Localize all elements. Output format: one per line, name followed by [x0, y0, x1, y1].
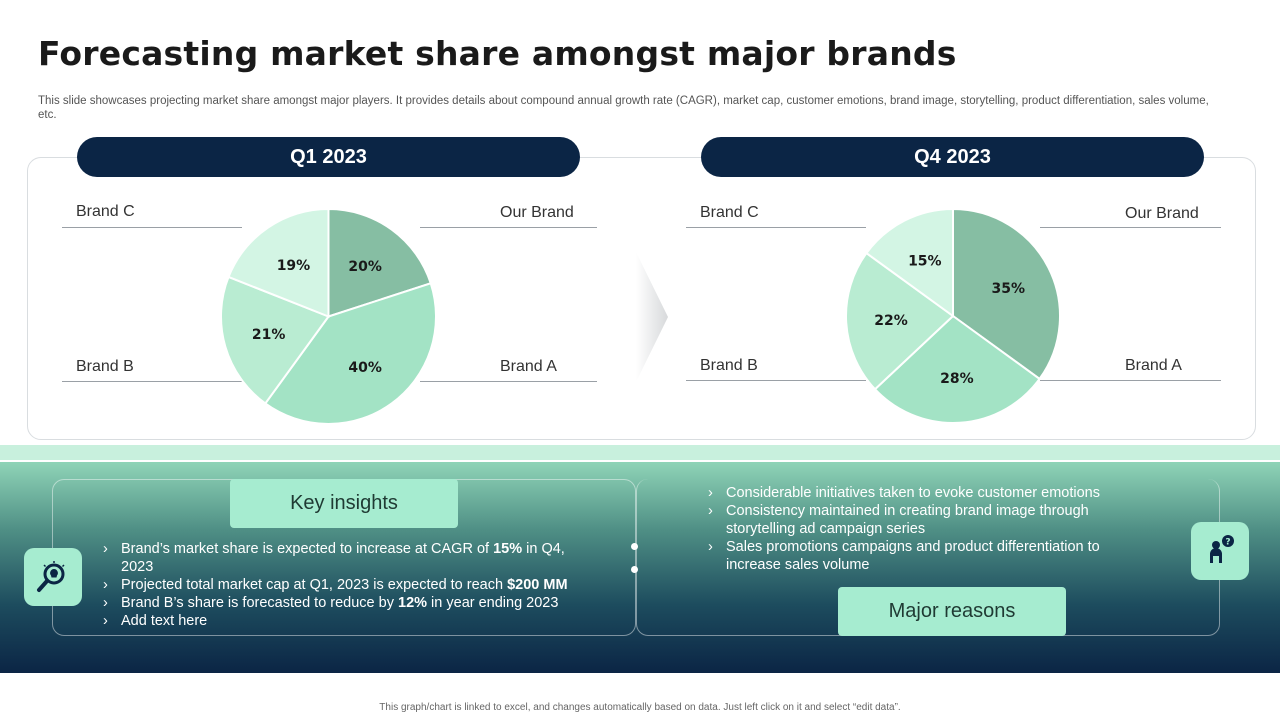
- insights-list: Brand’s market share is expected to incr…: [101, 540, 581, 630]
- reason-item: Sales promotions campaigns and product d…: [706, 538, 1126, 574]
- pie-label-our-brand-q4: 35%: [992, 281, 1026, 297]
- reason-item: Consistency maintained in creating brand…: [706, 502, 1126, 538]
- insight-highlight: $200 MM: [507, 577, 568, 593]
- connector-dot: [631, 566, 638, 573]
- pie-label-our-brand-q1: 20%: [348, 259, 382, 275]
- chart-title-q4: Q4 2023: [701, 137, 1204, 177]
- legend-brand-c-q1: Brand C: [76, 203, 135, 220]
- pie-slice-our-brand-q4: [952, 207, 1061, 381]
- person-question-icon: ?: [1191, 522, 1249, 580]
- pie-slice-brand-c-q4: [865, 207, 954, 318]
- insight-text: Projected total market cap at Q1, 2023 i…: [121, 577, 508, 593]
- page-subtitle: This slide showcases projecting market s…: [38, 95, 1209, 121]
- svg-text:?: ?: [1225, 538, 1230, 548]
- pie-slice-brand-b-q1: [220, 275, 331, 405]
- leader-line-brand-c-q4: [686, 227, 866, 228]
- chart-title-q1: Q1 2023: [77, 137, 580, 177]
- pie-slice-our-brand-q1: [327, 207, 432, 318]
- leader-line-brand-b-q4: [686, 380, 866, 381]
- pie-chart-q4: 35% 28% 22% 15%: [845, 207, 1061, 424]
- leader-line-brand-a-q4: [1040, 380, 1221, 381]
- insight-text: Brand B’s share is forecasted to reduce …: [121, 595, 398, 611]
- legend-brand-b-q1: Brand B: [76, 358, 134, 375]
- key-insights-label: Key insights: [230, 479, 458, 528]
- pie-slice-brand-b-q4: [845, 251, 955, 391]
- legend-our-brand-q4: Our Brand: [1125, 205, 1199, 222]
- leader-line-brand-b-q1: [62, 381, 242, 382]
- transition-arrow-icon: [636, 252, 668, 382]
- leader-line-brand-c-q1: [62, 227, 242, 228]
- pie-label-brand-a-q1: 40%: [348, 360, 382, 376]
- pie-label-brand-c-q4: 15%: [908, 254, 942, 270]
- insight-item: Brand’s market share is expected to incr…: [101, 540, 581, 576]
- major-reasons-label: Major reasons: [838, 587, 1066, 636]
- connector-dot: [631, 543, 638, 550]
- insight-item: Add text here: [101, 612, 581, 630]
- pie-label-brand-b-q1: 21%: [252, 327, 286, 343]
- insight-text: in year ending 2023: [427, 595, 559, 611]
- insight-highlight: 15%: [493, 541, 523, 557]
- leader-line-our-brand-q1: [420, 227, 597, 228]
- insight-text: in Q4, 2023: [121, 541, 565, 575]
- legend-brand-a-q4: Brand A: [1125, 357, 1182, 374]
- insight-text: Brand’s market share is expected to incr…: [121, 541, 494, 557]
- pie-chart-q1: 20% 40% 21% 19%: [220, 207, 437, 425]
- legend-brand-b-q4: Brand B: [700, 357, 758, 374]
- insight-text: Add text here: [121, 613, 208, 629]
- insight-item: Brand B’s share is forecasted to reduce …: [101, 594, 581, 612]
- footer-note: This graph/chart is linked to excel, and…: [379, 702, 901, 713]
- reasons-list: Considerable initiatives taken to evoke …: [706, 484, 1126, 574]
- lightbulb-magnifier-icon: [24, 548, 82, 606]
- page-title: Forecasting market share amongst major b…: [38, 34, 957, 73]
- leader-line-brand-a-q1: [420, 381, 597, 382]
- pie-slice-brand-a-q1: [263, 282, 437, 425]
- pie-slice-brand-a-q4: [873, 314, 1041, 424]
- leader-line-our-brand-q4: [1040, 227, 1221, 228]
- insight-highlight: 12%: [398, 595, 428, 611]
- insight-item: Projected total market cap at Q1, 2023 i…: [101, 576, 581, 594]
- reason-item: Considerable initiatives taken to evoke …: [706, 484, 1126, 502]
- pie-label-brand-c-q1: 19%: [277, 258, 311, 274]
- legend-our-brand-q1: Our Brand: [500, 204, 574, 221]
- pie-slice-brand-c-q1: [227, 207, 330, 318]
- legend-brand-c-q4: Brand C: [700, 204, 759, 221]
- pie-label-brand-b-q4: 22%: [874, 313, 908, 329]
- pie-label-brand-a-q4: 28%: [940, 371, 974, 387]
- legend-brand-a-q1: Brand A: [500, 358, 557, 375]
